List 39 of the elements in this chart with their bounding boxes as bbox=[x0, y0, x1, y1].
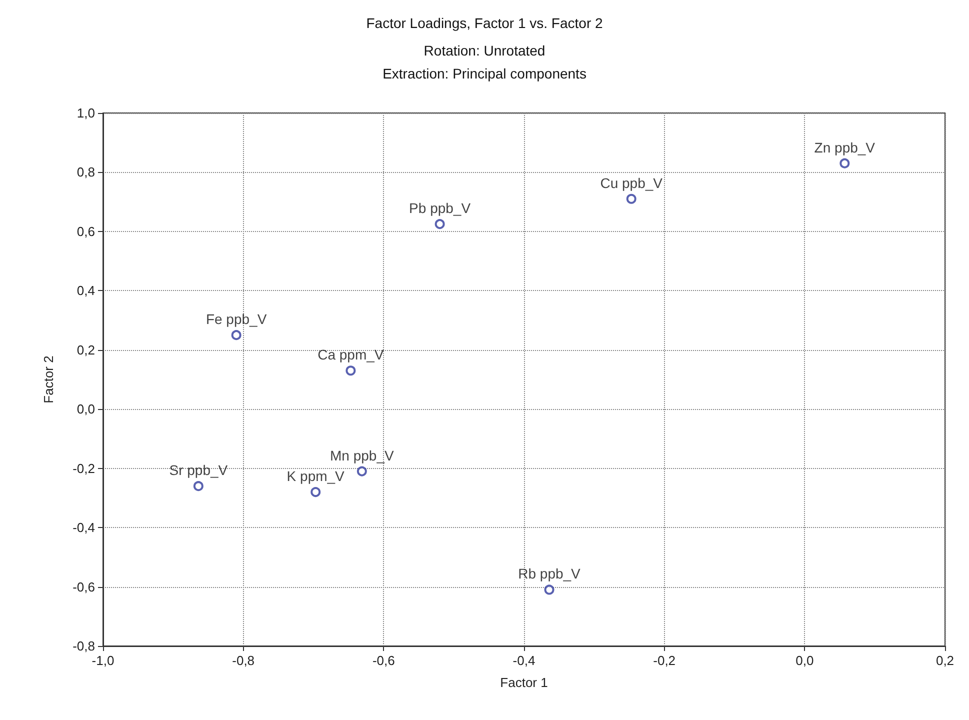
data-label: Sr ppb_V bbox=[169, 462, 228, 478]
y-tick-label: -0,4 bbox=[72, 520, 95, 536]
x-axis-title: Factor 1 bbox=[500, 675, 548, 690]
y-tick-label: -0,6 bbox=[72, 579, 95, 594]
x-tick-label: -1,0 bbox=[92, 653, 114, 668]
data-label: K ppm_V bbox=[286, 468, 346, 484]
point bbox=[544, 584, 554, 595]
point bbox=[310, 487, 321, 498]
y-tick-label: 0,4 bbox=[76, 283, 95, 298]
point bbox=[346, 366, 356, 376]
point bbox=[434, 219, 445, 230]
point bbox=[231, 330, 242, 340]
x-tick-label: -0,4 bbox=[512, 653, 536, 668]
data-label: Mn ppb_V bbox=[330, 447, 394, 464]
data-label: Ca ppm_V bbox=[318, 346, 384, 363]
point bbox=[626, 194, 636, 204]
point bbox=[356, 466, 367, 476]
x-tick-label: 0,2 bbox=[936, 653, 954, 668]
data-label: Zn ppb_V bbox=[814, 139, 876, 156]
y-tick-label: 1,0 bbox=[76, 106, 95, 120]
x-tick-label: 0,0 bbox=[796, 653, 814, 668]
y-tick-label: -0,2 bbox=[72, 460, 95, 476]
y-tick-label: -0,8 bbox=[72, 638, 95, 654]
point bbox=[193, 481, 204, 492]
data-label: Fe ppb_V bbox=[206, 311, 268, 328]
y-tick-label: 0,2 bbox=[76, 342, 95, 358]
data-label: Rb ppb_V bbox=[518, 566, 582, 582]
x-tick-label: -0,8 bbox=[232, 653, 255, 668]
data-label: Cu ppb_V bbox=[600, 174, 664, 191]
y-axis-title: Factor 2 bbox=[41, 356, 56, 404]
chart-title: Factor Loadings, Factor 1 vs. Factor 2 bbox=[366, 15, 603, 31]
y-tick-label: 0,8 bbox=[76, 164, 95, 180]
y-tick-label: 0,0 bbox=[76, 402, 95, 417]
data-label: Pb ppb_V bbox=[409, 200, 472, 216]
x-tick-label: -0,2 bbox=[653, 653, 676, 668]
x-tick-label: -0,6 bbox=[372, 653, 395, 668]
y-tick-label: 0,6 bbox=[76, 224, 95, 239]
point bbox=[840, 158, 850, 168]
chart-subtitle: Rotation: Unrotated Extraction: Principal components bbox=[382, 42, 586, 82]
